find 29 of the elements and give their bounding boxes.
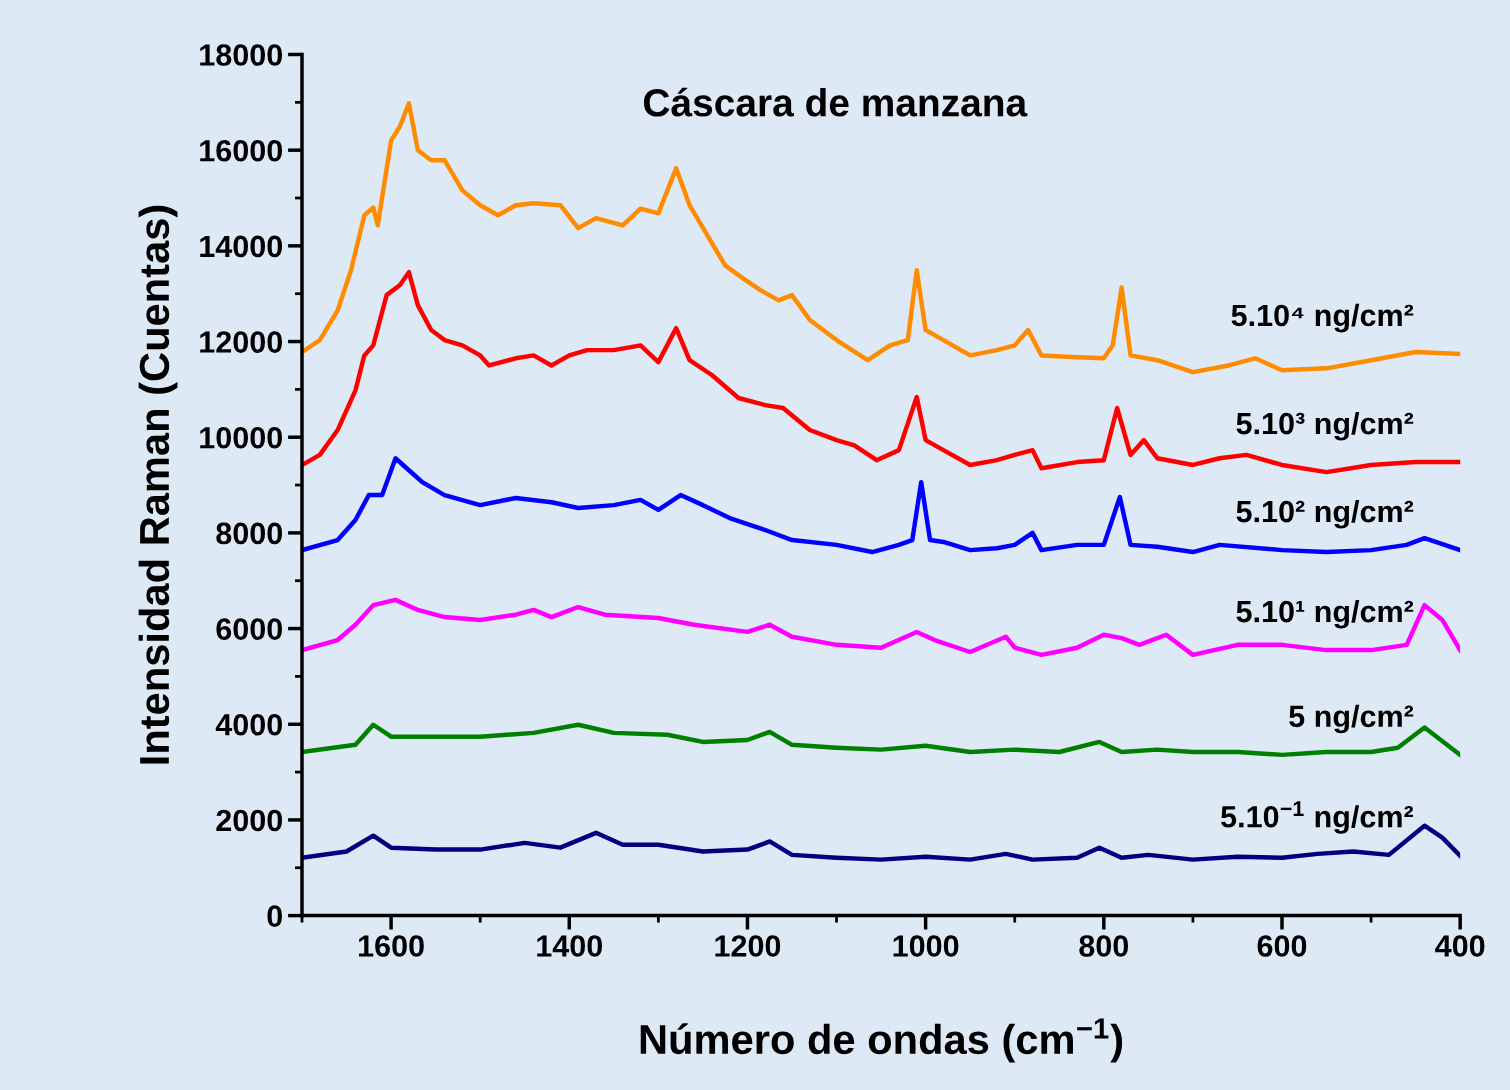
y-tick-label: 8000 (216, 522, 282, 545)
text: Cáscara de manzana (643, 87, 1028, 117)
x-axis-title: Número de ondas (cm$^{−1}$) (640, 1018, 1123, 1063)
line-series (302, 269, 1461, 475)
line-series (302, 456, 1461, 555)
y-tick-label: 10000 (200, 426, 283, 449)
x-tick-label: 1200 (715, 935, 781, 957)
y-tick-label: 0 (267, 905, 282, 927)
series-label: 5.10⁴ ng/cm² (1231, 303, 1414, 333)
x-tick-label: 1400 (537, 935, 603, 957)
x-tick-label: 1000 (893, 935, 959, 957)
y-tick-label: 12000 (200, 331, 283, 353)
series-label: 5.10³ ng/cm² (1236, 411, 1414, 441)
y-tick-label: 4000 (215, 713, 282, 736)
series-label: 5.10² ng/cm² (1236, 499, 1414, 529)
x-tick-label: 800 (1079, 935, 1129, 957)
y-tick-label: 2000 (216, 809, 282, 832)
line-series (302, 597, 1461, 658)
series-label: 5.10¹ ng/cm² (1236, 599, 1414, 629)
x-tick-label: 1600 (359, 935, 424, 957)
series-label: 5 ng/cm² (1289, 704, 1414, 734)
x-tick-label: 400 (1435, 935, 1485, 957)
y-tick-label: 14000 (200, 235, 283, 258)
x-tick-label: 600 (1257, 935, 1307, 957)
y-tick-label: 16000 (200, 139, 283, 162)
series-label: 5.10$^{−1}$ ng/cm² (1221, 801, 1414, 834)
y-axis-title: Intensidad Raman (Cuentas) (138, 205, 178, 764)
y-tick-label: 18000 (200, 44, 283, 66)
y-tick-label: 6000 (216, 618, 282, 640)
